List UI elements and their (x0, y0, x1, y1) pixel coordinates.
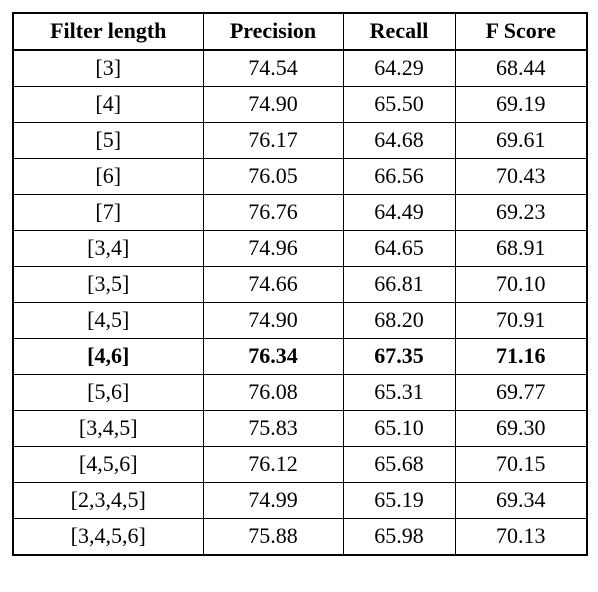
cell-fscore: 70.15 (455, 447, 587, 483)
cell-fscore: 69.77 (455, 375, 587, 411)
cell-recall: 65.10 (343, 411, 455, 447)
cell-filter: [4,5,6] (13, 447, 203, 483)
cell-filter: [5,6] (13, 375, 203, 411)
table-row: [3,4,5] 75.83 65.10 69.30 (13, 411, 587, 447)
cell-recall: 65.31 (343, 375, 455, 411)
table-row: [3,5] 74.66 66.81 70.10 (13, 267, 587, 303)
cell-filter: [6] (13, 159, 203, 195)
cell-filter: [3,5] (13, 267, 203, 303)
table-row: [5] 76.17 64.68 69.61 (13, 123, 587, 159)
table-row: [6] 76.05 66.56 70.43 (13, 159, 587, 195)
cell-filter: [2,3,4,5] (13, 483, 203, 519)
cell-filter: [3,4,5] (13, 411, 203, 447)
cell-recall: 65.68 (343, 447, 455, 483)
cell-recall: 66.56 (343, 159, 455, 195)
cell-precision: 74.90 (203, 303, 343, 339)
table-row: [3,4] 74.96 64.65 68.91 (13, 231, 587, 267)
cell-recall: 67.35 (343, 339, 455, 375)
cell-fscore: 71.16 (455, 339, 587, 375)
cell-fscore: 69.23 (455, 195, 587, 231)
col-header-fscore: F Score (455, 13, 587, 50)
table-row: [7] 76.76 64.49 69.23 (13, 195, 587, 231)
cell-recall: 65.19 (343, 483, 455, 519)
cell-precision: 74.99 (203, 483, 343, 519)
cell-precision: 76.76 (203, 195, 343, 231)
cell-filter: [7] (13, 195, 203, 231)
table-header-row: Filter length Precision Recall F Score (13, 13, 587, 50)
cell-filter: [3] (13, 50, 203, 87)
table-row: [3,4,5,6] 75.88 65.98 70.13 (13, 519, 587, 556)
table-row: [4,5] 74.90 68.20 70.91 (13, 303, 587, 339)
col-header-filter: Filter length (13, 13, 203, 50)
table-row: [3] 74.54 64.29 68.44 (13, 50, 587, 87)
table-body: [3] 74.54 64.29 68.44 [4] 74.90 65.50 69… (13, 50, 587, 555)
cell-fscore: 68.44 (455, 50, 587, 87)
table-row: [2,3,4,5] 74.99 65.19 69.34 (13, 483, 587, 519)
col-header-precision: Precision (203, 13, 343, 50)
cell-fscore: 70.91 (455, 303, 587, 339)
cell-precision: 76.17 (203, 123, 343, 159)
cell-fscore: 69.61 (455, 123, 587, 159)
cell-precision: 74.54 (203, 50, 343, 87)
cell-fscore: 68.91 (455, 231, 587, 267)
cell-fscore: 69.30 (455, 411, 587, 447)
cell-filter: [3,4,5,6] (13, 519, 203, 556)
cell-filter: [4,5] (13, 303, 203, 339)
cell-precision: 75.83 (203, 411, 343, 447)
table-row-best: [4,6] 76.34 67.35 71.16 (13, 339, 587, 375)
cell-fscore: 70.10 (455, 267, 587, 303)
cell-fscore: 69.19 (455, 87, 587, 123)
cell-fscore: 70.43 (455, 159, 587, 195)
cell-fscore: 70.13 (455, 519, 587, 556)
cell-precision: 76.08 (203, 375, 343, 411)
cell-precision: 74.96 (203, 231, 343, 267)
cell-fscore: 69.34 (455, 483, 587, 519)
cell-recall: 66.81 (343, 267, 455, 303)
cell-recall: 64.29 (343, 50, 455, 87)
cell-precision: 76.12 (203, 447, 343, 483)
cell-recall: 65.50 (343, 87, 455, 123)
cell-recall: 64.65 (343, 231, 455, 267)
col-header-recall: Recall (343, 13, 455, 50)
table-row: [5,6] 76.08 65.31 69.77 (13, 375, 587, 411)
cell-recall: 65.98 (343, 519, 455, 556)
cell-filter: [3,4] (13, 231, 203, 267)
cell-recall: 64.68 (343, 123, 455, 159)
cell-filter: [5] (13, 123, 203, 159)
results-table: Filter length Precision Recall F Score [… (12, 12, 588, 556)
cell-precision: 76.05 (203, 159, 343, 195)
cell-precision: 74.90 (203, 87, 343, 123)
cell-precision: 76.34 (203, 339, 343, 375)
cell-precision: 74.66 (203, 267, 343, 303)
table-row: [4] 74.90 65.50 69.19 (13, 87, 587, 123)
cell-precision: 75.88 (203, 519, 343, 556)
cell-recall: 64.49 (343, 195, 455, 231)
table-row: [4,5,6] 76.12 65.68 70.15 (13, 447, 587, 483)
cell-filter: [4] (13, 87, 203, 123)
cell-filter: [4,6] (13, 339, 203, 375)
cell-recall: 68.20 (343, 303, 455, 339)
